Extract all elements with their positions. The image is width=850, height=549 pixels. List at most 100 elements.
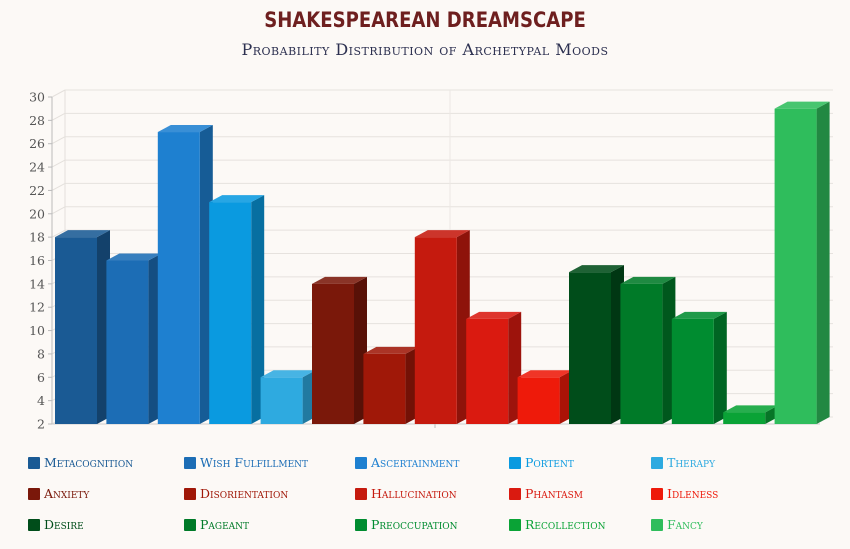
legend-label: Recollection (525, 517, 606, 532)
legend-item[interactable]: Portent (509, 455, 574, 470)
bar-top (569, 265, 624, 273)
y-tick-label: 4 (37, 393, 45, 408)
legend-item[interactable]: Preoccupation (355, 517, 458, 532)
bar-top (414, 230, 470, 238)
legend-label: Hallucination (371, 486, 457, 501)
legend-label: Metacognition (44, 455, 134, 470)
bars (55, 101, 830, 425)
legend-swatch (184, 518, 196, 531)
bar (312, 276, 367, 424)
legend-item[interactable]: Idleness (651, 486, 718, 501)
y-tick-label: 12 (29, 300, 45, 315)
bar (774, 101, 830, 424)
bar-front (671, 318, 714, 424)
bar-front (55, 237, 97, 424)
chart-title: SHAKESPEAREAN DREAMSCAPE (264, 8, 586, 32)
legend-swatch (28, 518, 40, 531)
bar-top (260, 370, 316, 378)
legend-swatch (184, 456, 196, 469)
legend-swatch (509, 518, 521, 531)
bar-top (157, 125, 213, 133)
bar (466, 311, 522, 424)
bar-front (312, 283, 354, 424)
bar-front (106, 260, 149, 424)
bar-top (671, 311, 727, 319)
legend-label: Disorientation (200, 486, 289, 501)
y-tick-label: 18 (29, 230, 45, 245)
y-tick-label: 30 (29, 90, 45, 105)
y-tick-label: 2 (37, 417, 45, 432)
bar (157, 125, 213, 425)
legend-label: Portent (525, 455, 574, 470)
gridline-depth (51, 89, 66, 98)
legend-label: Desire (44, 517, 84, 532)
legend-swatch (651, 518, 663, 531)
y-tick-label: 6 (37, 370, 45, 385)
gridline-depth (51, 159, 66, 168)
bar (106, 253, 162, 424)
legend-swatch (184, 487, 196, 500)
y-tick-label: 10 (29, 323, 45, 338)
legend-item[interactable]: Therapy (651, 455, 715, 470)
y-tick-label: 20 (29, 206, 45, 221)
bar-front (363, 353, 406, 424)
bar-top (466, 311, 522, 319)
bar (671, 311, 727, 424)
legend-swatch (28, 456, 40, 469)
bar-side (251, 195, 265, 424)
gridline-depth (51, 112, 66, 121)
bar-front (466, 318, 509, 424)
bar (414, 230, 470, 424)
legend-item[interactable]: Wish Fulfillment (184, 455, 308, 470)
bar-front (620, 283, 663, 424)
legend-item[interactable]: Phantasm (509, 486, 583, 501)
legend-swatch (509, 487, 521, 500)
legend-swatch (651, 456, 663, 469)
bar-front (517, 377, 560, 424)
bar (723, 405, 779, 424)
legend-swatch (651, 487, 663, 500)
legend-item[interactable]: Anxiety (28, 486, 89, 501)
legend-item[interactable]: Hallucination (355, 486, 457, 501)
gridline-depth (51, 182, 66, 191)
legend-swatch (28, 487, 40, 500)
legend-item[interactable]: Metacognition (28, 455, 133, 470)
legend-label: Preoccupation (371, 517, 458, 532)
bar-top (620, 276, 676, 284)
legend-label: Ascertainment (371, 455, 460, 470)
y-tick-label: 26 (29, 136, 45, 151)
bar-front (774, 108, 817, 424)
gridline-depth (51, 206, 66, 215)
legend-item[interactable]: Ascertainment (355, 455, 459, 470)
bar-side (713, 311, 727, 424)
legend-item[interactable]: Disorientation (184, 486, 288, 501)
legend-label: Wish Fulfillment (200, 455, 309, 470)
y-tick-label: 28 (29, 113, 45, 128)
bar-front (260, 377, 303, 424)
bar-top (774, 101, 830, 109)
y-tick-label: 14 (29, 276, 45, 291)
bar (517, 370, 573, 424)
legend-label: Phantasm (525, 486, 584, 501)
bar-top (312, 276, 367, 284)
legend-item[interactable]: Desire (28, 517, 84, 532)
legend-item[interactable]: Pageant (184, 517, 249, 532)
legend-swatch (355, 487, 367, 500)
legend-item[interactable]: Recollection (509, 517, 605, 532)
legend-label: Pageant (200, 517, 250, 532)
y-tick-label: 16 (29, 253, 45, 268)
bar-top (209, 195, 265, 203)
bar-front (414, 237, 457, 424)
y-tick-label: 8 (37, 346, 45, 361)
legend-label: Anxiety (44, 486, 90, 501)
bar-top (517, 370, 573, 378)
y-tick-label: 22 (29, 183, 45, 198)
legend-swatch (355, 456, 367, 469)
legend-item[interactable]: Fancy (651, 517, 703, 532)
bar-top (55, 230, 110, 238)
gridline-depth (51, 136, 66, 145)
y-tick-label: 24 (29, 160, 45, 175)
bar (363, 346, 419, 424)
